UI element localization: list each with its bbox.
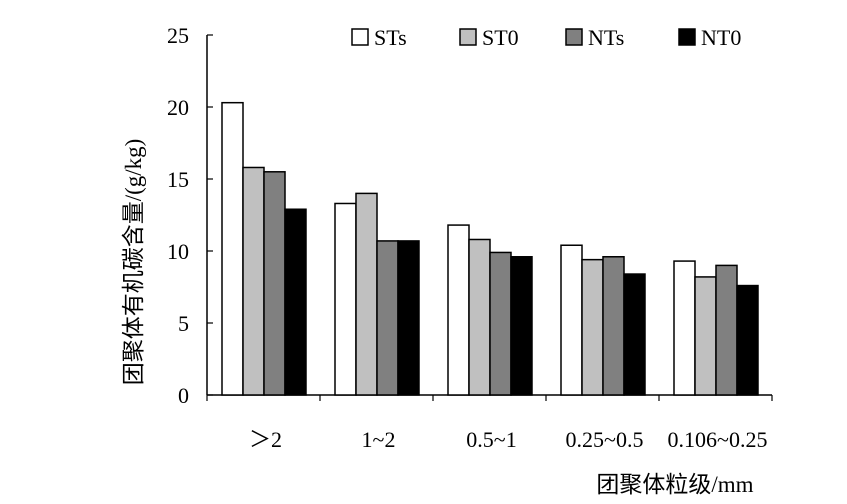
bar-ST0-3 <box>581 258 604 396</box>
bar-NT0-1 <box>397 240 420 396</box>
legend-swatch-STs <box>351 28 369 46</box>
y-tick-label: 25 <box>167 23 189 48</box>
bar-STs-4 <box>673 260 696 396</box>
y-tick-label: 5 <box>178 311 189 336</box>
x-tick-label: ＞2 <box>249 427 282 452</box>
x-axis-title: 团聚体粒级/mm <box>596 472 753 497</box>
bar-ST0-1 <box>355 192 378 396</box>
y-tick-label: 20 <box>167 95 189 120</box>
legend-swatch-NT0 <box>678 28 696 46</box>
y-tick-label: 15 <box>167 167 189 192</box>
x-tick-label: 0.5~1 <box>466 427 516 452</box>
legend-label-NT0: NT0 <box>701 25 741 50</box>
bar-NTs-3 <box>602 256 625 396</box>
bar-NT0-0 <box>284 208 307 396</box>
bar-NTs-0 <box>263 171 286 396</box>
labels: 0 5 10 15 20 25 ＞2 1~2 0.5~1 0.25~0.5 0.106~0.25 团聚… <box>121 23 767 497</box>
legend-label-STs: STs <box>374 25 407 50</box>
bar-NTs-4 <box>715 264 738 396</box>
legend-label-ST0: ST0 <box>482 25 519 50</box>
bar-NT0-3 <box>623 273 646 396</box>
bar-STs-0 <box>221 101 244 396</box>
legend-label-NTs: NTs <box>588 25 624 50</box>
bar-STs-1 <box>334 202 357 396</box>
x-tick-label: 0.25~0.5 <box>566 427 644 452</box>
bar-STs-3 <box>560 244 583 396</box>
bar-ST0-4 <box>694 276 717 396</box>
bar-NT0-2 <box>510 256 533 396</box>
y-tick-label: 0 <box>178 383 189 408</box>
legend-swatch-NTs <box>565 28 583 46</box>
bar-NTs-2 <box>489 251 512 396</box>
y-tick-label: 10 <box>167 239 189 264</box>
legend: STs ST0 NTs NT0 <box>351 25 741 50</box>
bar-NTs-1 <box>376 240 399 396</box>
x-tick-label: 0.106~0.25 <box>668 427 768 452</box>
bar-NT0-4 <box>736 284 759 396</box>
bars <box>221 101 759 396</box>
bar-ST0-0 <box>242 166 265 396</box>
legend-swatch-ST0 <box>459 28 477 46</box>
x-tick-label: 1~2 <box>362 427 396 452</box>
bar-STs-2 <box>447 224 470 396</box>
bar-ST0-2 <box>468 238 491 396</box>
y-axis-title: 团聚体有机碳含量/(g/kg) <box>121 139 146 386</box>
